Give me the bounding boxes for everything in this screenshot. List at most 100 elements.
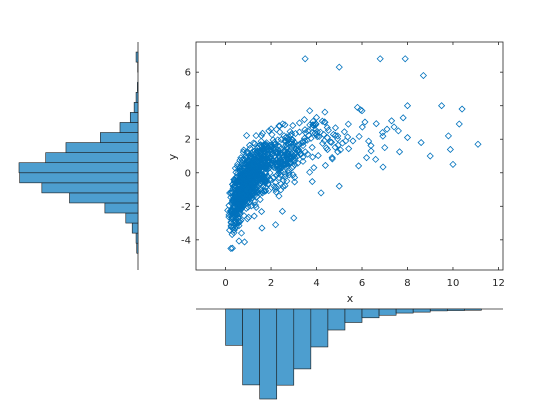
scatter-point (289, 121, 297, 130)
scatter-point (449, 160, 457, 168)
scatter-point (233, 206, 241, 214)
scatter-point (291, 173, 299, 182)
y-tick-label: -2 (181, 202, 191, 213)
scatter-point (235, 175, 243, 183)
scatter-point (281, 182, 289, 190)
scatter-ticks (196, 42, 503, 270)
scatter-point (320, 118, 329, 126)
scatter-point (291, 178, 299, 186)
scatter-point (379, 163, 387, 171)
scatter-point (230, 194, 238, 202)
y-axis-label: y (166, 153, 179, 160)
scatter-point (235, 203, 243, 211)
scatter-point (270, 138, 279, 146)
scatter-point (258, 187, 266, 195)
scatter-point (242, 204, 250, 213)
scatter-point (367, 147, 375, 155)
y-histogram-bar (137, 81, 139, 93)
scatter-point (315, 132, 323, 141)
scatter-point (237, 165, 245, 173)
scatter-point (233, 188, 241, 196)
x-histogram-bar (293, 308, 312, 370)
scatter-point (267, 176, 275, 184)
scatter-point (258, 129, 267, 137)
x-axis-label: x (347, 292, 354, 305)
scatter-point (251, 147, 259, 155)
x-histogram-bar (429, 308, 448, 312)
x-histogram-bar (242, 308, 260, 386)
scatter-point (379, 132, 387, 140)
scatter-point (247, 160, 255, 168)
scatter-point (252, 184, 260, 192)
scatter-point (311, 126, 320, 134)
scatter-point (245, 194, 254, 202)
scatter-point (237, 217, 245, 225)
scatter-point (276, 142, 284, 151)
x-histogram-bar (412, 308, 431, 313)
scatter-point (252, 177, 260, 186)
scatter-point (237, 194, 245, 202)
scatter-point (326, 138, 335, 146)
scatter-point (286, 159, 294, 168)
y-tick-label: 6 (185, 68, 191, 79)
scatter-point (318, 117, 326, 125)
scatter-point (334, 148, 342, 156)
scatter-tick-labels: 0 2 4 6 8 10 12 -4 -2 0 2 4 6 (181, 68, 505, 289)
scatter-point (229, 180, 237, 189)
scatter-point (244, 164, 252, 172)
scatter-point (260, 156, 268, 164)
scatter-point (323, 134, 331, 142)
y-histogram-bar (100, 132, 139, 143)
scatter-point (288, 154, 296, 162)
scatter-point (283, 160, 292, 168)
scatter-point (474, 140, 482, 148)
scatter-point (304, 127, 312, 135)
scatter-point (308, 123, 316, 131)
scatter-point (237, 154, 245, 162)
scatter-point (256, 196, 264, 204)
scatter-point (226, 189, 234, 197)
scatter-point (281, 138, 289, 146)
scatter-point (331, 124, 340, 132)
scatter-point (275, 192, 283, 200)
scatter-point (258, 224, 266, 232)
x-histogram-bar (344, 308, 363, 323)
scatter-point (228, 244, 236, 252)
scatter-point (327, 138, 336, 146)
scatter-point (349, 137, 357, 145)
scatter-point (252, 175, 260, 183)
scatter-point (362, 154, 371, 162)
scatter-point (272, 183, 280, 191)
scatter-point (288, 164, 296, 172)
scatter-point (272, 125, 281, 133)
scatter-point (378, 128, 387, 137)
scatter-point (338, 139, 347, 147)
scatter-point (253, 147, 261, 155)
scatter-point (250, 160, 258, 168)
scatter-point (272, 221, 280, 229)
scatter-point (228, 230, 236, 239)
scatter-point (313, 132, 321, 141)
x-histogram-bar (327, 308, 346, 331)
scatter-point (381, 144, 389, 152)
scatter-point (303, 136, 311, 144)
scatter-point (293, 141, 301, 149)
scatter-point (268, 131, 276, 139)
scatter-point (390, 123, 398, 131)
x-tick-label: 0 (222, 278, 228, 289)
scatter-point (235, 237, 243, 245)
scatter-point (361, 118, 369, 126)
scatter-point (246, 176, 254, 184)
scatter-point (275, 152, 283, 160)
y-tick-label: 2 (185, 135, 191, 146)
scatter-point (399, 114, 407, 122)
scatter-point (251, 140, 259, 148)
scatter-point (358, 123, 366, 131)
y-histogram-bar (104, 202, 139, 214)
y-histogram-bar (65, 142, 139, 153)
x-tick-label: 8 (404, 278, 410, 289)
scatter-point (395, 148, 404, 156)
scatter-point (242, 184, 250, 192)
scatter-point (276, 156, 284, 164)
scatter-point (333, 135, 342, 143)
